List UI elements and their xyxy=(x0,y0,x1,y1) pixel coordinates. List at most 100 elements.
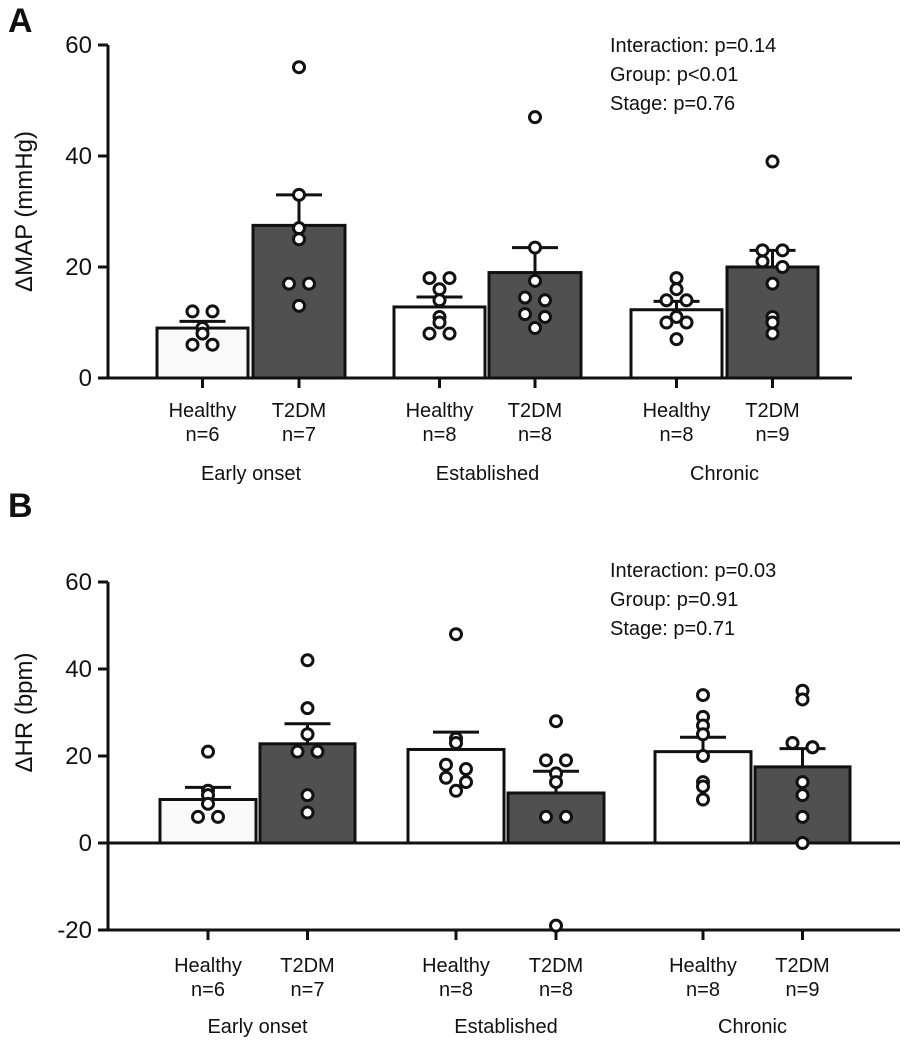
data-point xyxy=(422,271,437,286)
data-point xyxy=(549,918,563,933)
data-point xyxy=(775,260,790,274)
data-point xyxy=(549,714,563,729)
data-point xyxy=(775,243,790,258)
y-tick-label: 40 xyxy=(65,143,92,170)
data-point xyxy=(442,271,457,286)
data-point xyxy=(449,783,463,798)
data-point xyxy=(195,326,210,341)
x-n-label: n=9 xyxy=(786,979,820,1001)
data-point xyxy=(795,836,810,850)
data-point xyxy=(785,735,800,750)
x-group-label: Healthy xyxy=(174,955,242,977)
x-stage-label: Established xyxy=(454,1016,557,1038)
x-group-label: Healthy xyxy=(406,400,474,422)
x-n-label: n=8 xyxy=(660,424,694,446)
data-point xyxy=(659,315,674,330)
y-axis-label: ΔHR (bpm) xyxy=(11,652,38,772)
data-point xyxy=(669,282,684,297)
x-n-label: n=8 xyxy=(423,424,457,446)
data-point xyxy=(795,788,810,803)
x-group-label: Healthy xyxy=(422,955,490,977)
data-point xyxy=(310,744,325,759)
stat-annotation: Interaction: p=0.03 xyxy=(610,560,776,582)
data-point xyxy=(201,796,215,811)
data-point xyxy=(679,315,694,330)
x-group-label: Healthy xyxy=(669,955,737,977)
data-point xyxy=(669,332,684,347)
data-point xyxy=(302,276,316,291)
x-group-label: Healthy xyxy=(169,400,237,422)
data-point xyxy=(518,307,532,322)
data-point xyxy=(795,775,810,790)
x-stage-label: Chronic xyxy=(718,1016,787,1038)
data-point xyxy=(669,271,684,286)
x-group-label: T2DM xyxy=(529,955,583,977)
data-point xyxy=(442,326,457,341)
y-tick-label: 20 xyxy=(65,254,92,281)
x-n-label: n=6 xyxy=(191,979,225,1001)
data-point xyxy=(449,627,463,642)
stat-annotation: Stage: p=0.76 xyxy=(610,93,735,115)
data-point xyxy=(292,221,306,236)
x-n-label: n=9 xyxy=(756,424,790,446)
data-point xyxy=(659,293,674,308)
data-point xyxy=(765,276,780,291)
data-point xyxy=(765,315,780,330)
data-point xyxy=(211,809,225,824)
data-point xyxy=(300,788,315,803)
data-point xyxy=(185,337,200,352)
data-point xyxy=(528,321,542,336)
data-point xyxy=(539,753,553,768)
x-group-label: T2DM xyxy=(775,955,829,977)
x-n-label: n=8 xyxy=(439,979,473,1001)
data-point xyxy=(696,688,710,703)
data-point xyxy=(185,304,200,319)
data-point xyxy=(755,243,770,258)
data-point xyxy=(300,653,315,668)
data-point xyxy=(300,727,315,742)
stat-annotation: Interaction: p=0.14 xyxy=(610,35,776,57)
data-point xyxy=(755,254,770,269)
data-point xyxy=(795,809,810,824)
data-point xyxy=(696,779,710,794)
x-stage-label: Chronic xyxy=(690,463,759,485)
data-point xyxy=(679,293,694,308)
data-point xyxy=(459,775,473,790)
data-point xyxy=(422,326,437,341)
data-point xyxy=(432,282,447,297)
stat-annotation: Group: p<0.01 xyxy=(610,64,738,86)
y-axis-label: ΔMAP (mmHg) xyxy=(11,131,38,292)
data-point xyxy=(696,749,710,763)
data-point xyxy=(765,326,780,341)
data-point xyxy=(528,110,542,125)
x-group-label: T2DM xyxy=(745,400,799,422)
data-point xyxy=(282,276,296,291)
data-point xyxy=(205,337,220,352)
x-group-label: T2DM xyxy=(272,400,326,422)
data-point xyxy=(459,762,473,777)
data-point xyxy=(290,744,305,759)
x-stage-label: Early onset xyxy=(207,1016,307,1038)
data-point xyxy=(696,727,710,742)
y-tick-label: 0 xyxy=(79,365,92,392)
data-point xyxy=(201,744,215,759)
data-point xyxy=(669,309,684,324)
data-point xyxy=(292,60,306,75)
x-n-label: n=7 xyxy=(282,424,316,446)
data-point xyxy=(559,809,573,824)
data-point xyxy=(432,315,447,330)
y-tick-label: 0 xyxy=(79,830,92,857)
y-tick-label: 20 xyxy=(65,743,92,770)
data-point xyxy=(538,309,552,324)
bar-t2dm xyxy=(506,791,606,845)
data-point xyxy=(439,757,453,772)
x-n-label: n=8 xyxy=(539,979,573,1001)
data-point xyxy=(300,805,315,820)
x-group-label: T2DM xyxy=(508,400,562,422)
x-n-label: n=6 xyxy=(186,424,220,446)
data-point xyxy=(559,753,573,768)
data-point xyxy=(538,293,552,308)
data-point xyxy=(549,775,563,790)
data-point xyxy=(539,809,553,824)
